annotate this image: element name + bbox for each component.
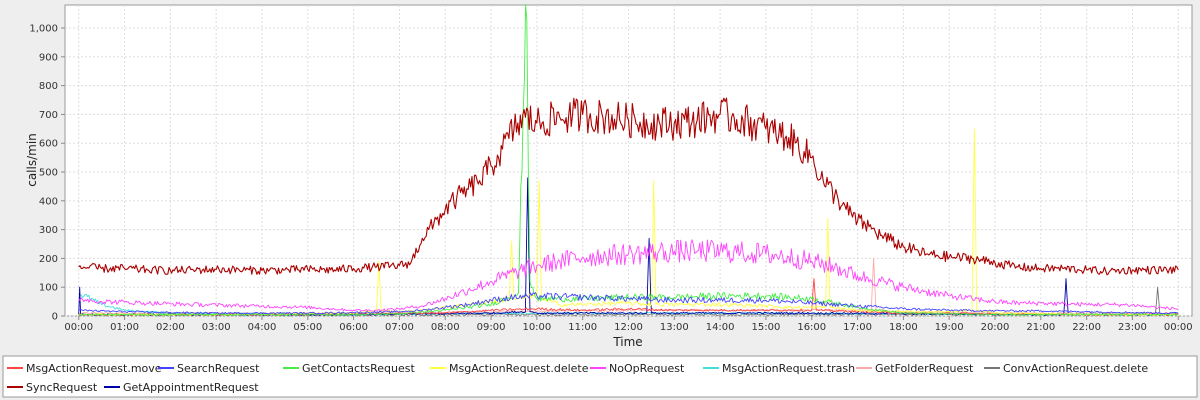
x-tick-label: 02:00 <box>156 322 185 333</box>
series-lines <box>78 4 1179 317</box>
x-tick-label: 10:00 <box>522 322 551 333</box>
x-tick-label: 23:00 <box>1118 322 1147 333</box>
y-tick-label: 0 <box>52 312 58 323</box>
y-tick-label: 300 <box>39 225 58 236</box>
y-axis-ticks: 0 100 200 300 400 500 600 700 800 900 1,000 <box>29 24 65 323</box>
x-tick-label: 16:00 <box>797 322 826 333</box>
legend-label: ConvActionRequest.delete <box>1003 362 1148 375</box>
y-tick-label: 400 <box>39 196 58 207</box>
x-tick-label: 00:00 <box>64 322 93 333</box>
series-line-getcontactsrequest <box>78 4 1179 316</box>
x-tick-label: 00:00 <box>1164 322 1193 333</box>
legend-label: MsgActionRequest.move <box>26 362 162 375</box>
x-tick-label: 04:00 <box>248 322 277 333</box>
x-tick-label: 18:00 <box>889 322 918 333</box>
legend-label: MsgActionRequest.delete <box>449 362 589 375</box>
x-axis-ticks: 00:00 01:00 02:00 03:00 04:00 05:00 06:00 07:00… <box>64 316 1193 333</box>
legend-item-getappointmentrequest: GetAppointmentRequest <box>104 381 259 394</box>
legend-label: GetAppointmentRequest <box>123 381 259 394</box>
legend-item-getfolderrequest: GetFolderRequest <box>856 362 974 375</box>
legend-item-msgactionrequest-delete: MsgActionRequest.delete <box>430 362 589 375</box>
x-tick-label: 21:00 <box>1026 322 1055 333</box>
x-tick-label: 06:00 <box>339 322 368 333</box>
y-tick-label: 1,000 <box>29 24 58 35</box>
legend-label: GetContactsRequest <box>302 362 416 375</box>
x-tick-label: 11:00 <box>568 322 597 333</box>
legend-label: GetFolderRequest <box>875 362 974 375</box>
x-tick-label: 07:00 <box>385 322 414 333</box>
x-tick-label: 22:00 <box>1072 322 1101 333</box>
y-tick-label: 500 <box>39 168 58 179</box>
series-line-syncrequest <box>78 97 1179 276</box>
x-tick-label: 17:00 <box>843 322 872 333</box>
x-tick-label: 03:00 <box>202 322 231 333</box>
x-tick-label: 09:00 <box>477 322 506 333</box>
legend: MsgActionRequest.move SearchRequest GetCon… <box>7 362 1148 394</box>
y-tick-label: 200 <box>39 254 58 265</box>
legend-label: SyncRequest <box>26 381 98 394</box>
legend-item-msgactionrequest-trash: MsgActionRequest.trash <box>703 362 855 375</box>
legend-label: NoOpRequest <box>609 362 685 375</box>
y-tick-label: 900 <box>39 52 58 63</box>
legend-item-syncrequest: SyncRequest <box>7 381 98 394</box>
legend-item-convactionrequest-delete: ConvActionRequest.delete <box>984 362 1148 375</box>
y-tick-label: 600 <box>39 139 58 150</box>
series-line-searchrequest <box>78 292 1179 315</box>
legend-item-msgactionrequest-move: MsgActionRequest.move <box>7 362 162 375</box>
x-axis-title: Time <box>612 335 642 349</box>
x-tick-label: 08:00 <box>431 322 460 333</box>
y-tick-label: 700 <box>39 110 58 121</box>
x-tick-label: 05:00 <box>293 322 322 333</box>
series-line-nooprequest <box>78 239 1179 312</box>
x-tick-label: 01:00 <box>110 322 139 333</box>
series-line-convactionrequest-delete <box>78 286 1179 317</box>
x-tick-label: 20:00 <box>981 322 1010 333</box>
legend-label: SearchRequest <box>177 362 260 375</box>
legend-label: MsgActionRequest.trash <box>722 362 855 375</box>
y-axis-title: calls/min <box>25 133 39 187</box>
legend-item-nooprequest: NoOpRequest <box>590 362 685 375</box>
legend-item-searchrequest: SearchRequest <box>158 362 260 375</box>
legend-item-getcontactsrequest: GetContactsRequest <box>283 362 416 375</box>
legend-box <box>2 355 1198 398</box>
y-tick-label: 100 <box>39 283 58 294</box>
x-tick-label: 12:00 <box>614 322 643 333</box>
x-tick-label: 14:00 <box>706 322 735 333</box>
x-tick-label: 13:00 <box>660 322 689 333</box>
x-tick-label: 15:00 <box>752 322 781 333</box>
y-tick-label: 800 <box>39 81 58 92</box>
x-tick-label: 19:00 <box>935 322 964 333</box>
